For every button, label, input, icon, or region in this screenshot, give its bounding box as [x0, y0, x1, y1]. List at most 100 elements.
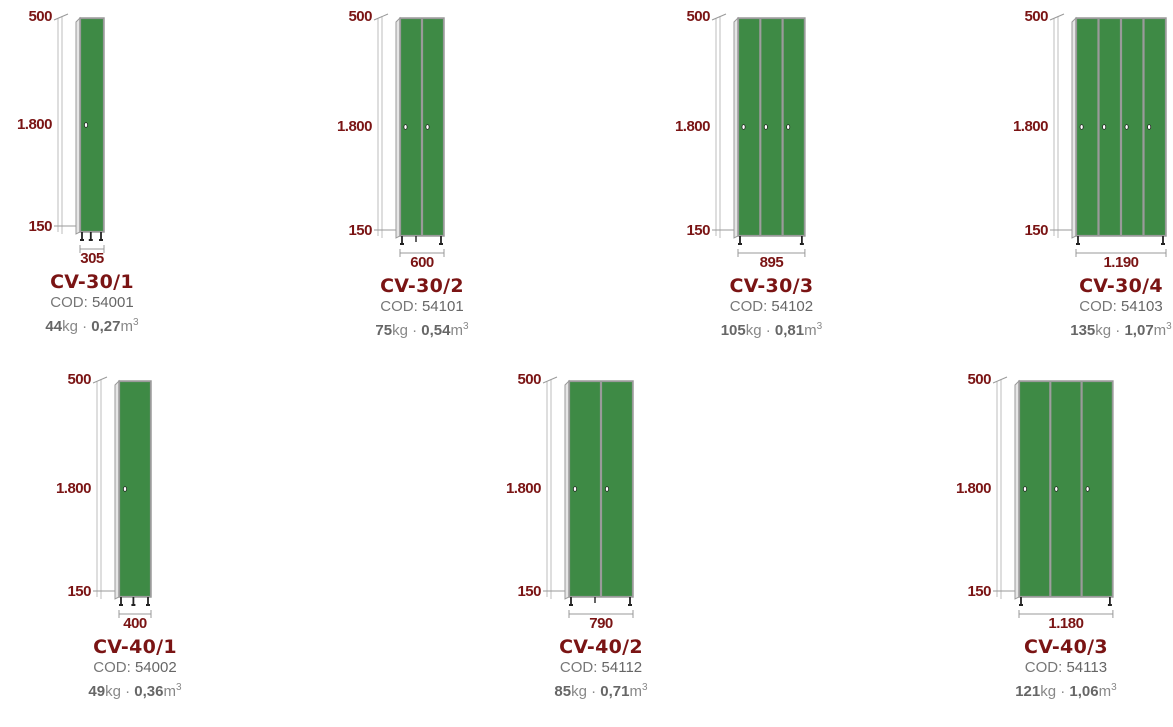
door-lock-icon — [1054, 486, 1059, 492]
volume-value: 1,06 — [1069, 683, 1099, 700]
dimension-height-label: 1.800 — [674, 118, 711, 135]
dimension-height-label: 1.800 — [1012, 118, 1049, 135]
volume-unit: m — [804, 322, 817, 339]
door-lock-icon — [741, 124, 746, 130]
separator: · — [586, 683, 601, 700]
door-lock-icon — [573, 486, 578, 492]
separator: · — [407, 322, 422, 339]
door-lock-icon — [123, 486, 128, 492]
dimension-height-label: 1.800 — [16, 116, 53, 133]
dimension-base-label: 150 — [28, 218, 52, 235]
dimension-width-label: 305 — [80, 250, 104, 267]
volume-value: 0,71 — [600, 683, 630, 700]
door-lock-icon — [786, 124, 791, 130]
locker-info: CV-30/1 COD: 54001 44kg · 0,27m3 — [0, 271, 192, 337]
door-lock-icon — [605, 486, 610, 492]
locker-foot — [439, 243, 443, 245]
locker-foot — [628, 604, 632, 606]
dimension-width-label: 600 — [410, 254, 434, 271]
code-value: 54103 — [1120, 298, 1163, 315]
locker-foot — [119, 604, 123, 606]
separator: · — [120, 683, 135, 700]
dimension-top-label: 500 — [686, 8, 710, 25]
locker-cv-30-1: 500 1.800 150 305 CV-30/1 COD: 54001 44k… — [0, 0, 200, 360]
locker-foot — [1107, 604, 1112, 606]
dimension-width-label: 400 — [123, 615, 147, 632]
weight-unit: kg — [571, 683, 587, 700]
locker-cv-30-4: 500 1.800 150 1.190 CV-30/4 COD: 54103 1… — [0, 0, 1173, 360]
code-prefix: COD: — [559, 659, 602, 676]
dimension-base-label: 150 — [517, 583, 541, 600]
door-lock-icon — [1023, 486, 1028, 492]
weight-value: 105 — [720, 322, 746, 339]
product-code: COD: 54101 — [322, 297, 522, 317]
door-lock-icon — [1102, 124, 1107, 130]
code-prefix: COD: — [729, 298, 772, 315]
dimension-base-label: 150 — [967, 583, 991, 600]
volume-exponent: 3 — [816, 321, 823, 332]
locker-drawing — [992, 376, 1114, 618]
locker-drawing — [373, 13, 445, 257]
code-prefix: COD: — [1079, 298, 1121, 315]
volume-exponent: 3 — [176, 682, 182, 693]
dimension-tick-top — [711, 13, 727, 21]
dimension-height-label: 1.800 — [336, 118, 373, 135]
locker-foot — [400, 243, 404, 245]
door-lock-icon — [403, 124, 408, 130]
model-name: CV-40/3 — [1024, 636, 1108, 658]
dimension-width-label: 790 — [589, 615, 613, 632]
dimension-top-label: 500 — [28, 8, 52, 25]
locker-foot — [88, 239, 93, 241]
weight-volume: 85kg · 0,71m3 — [501, 678, 701, 702]
weight-unit: kg — [1095, 322, 1112, 339]
door-lock-icon — [1147, 124, 1152, 130]
dimension-tick-top — [373, 13, 389, 21]
weight-value: 85 — [554, 683, 572, 700]
volume-value: 0,81 — [774, 322, 805, 339]
locker-drawing — [711, 13, 806, 257]
locker-frame — [118, 380, 152, 598]
product-code: COD: 54113 — [966, 658, 1166, 678]
product-code: COD: 54001 — [0, 293, 192, 313]
model-name: CV-30/4 — [1079, 275, 1163, 297]
locker-frame — [1075, 17, 1167, 237]
locker-drawing — [53, 13, 105, 253]
weight-value: 75 — [375, 322, 393, 339]
product-code: COD: 54102 — [671, 297, 871, 317]
volume-exponent: 3 — [642, 682, 648, 693]
dimension-tick-top — [92, 376, 108, 384]
dimension-base-label: 150 — [686, 222, 710, 239]
code-prefix: COD: — [50, 294, 92, 311]
dimension-base-label: 150 — [348, 222, 372, 239]
dimension-tick-top — [1049, 13, 1065, 21]
weight-unit: kg — [1040, 683, 1057, 700]
door-lock-icon — [425, 124, 430, 130]
locker-foot — [80, 239, 84, 241]
locker-frame — [737, 17, 806, 237]
door-lock-icon — [763, 124, 768, 130]
dimension-height-label: 1.800 — [505, 480, 542, 497]
dimension-top-label: 500 — [517, 371, 541, 388]
dimension-height-label: 1.800 — [55, 480, 92, 497]
model-name: CV-40/2 — [559, 636, 643, 658]
volume-exponent: 3 — [133, 317, 139, 328]
weight-volume: 135kg · 1,07m3 — [1021, 317, 1173, 341]
volume-unit: m — [450, 322, 464, 339]
code-value: 54002 — [134, 659, 177, 676]
weight-value: 121 — [1015, 683, 1041, 700]
separator: · — [1056, 683, 1070, 700]
locker-info: CV-30/3 COD: 54102 105kg · 0,81m3 — [671, 275, 871, 341]
volume-exponent: 3 — [463, 321, 469, 332]
dimension-width-label: 1.190 — [1103, 254, 1139, 271]
dimension-tick-top — [992, 376, 1008, 384]
locker-foot — [1019, 604, 1023, 606]
locker-cv-40-2: 500 1.800 150 790 CV-40/2 COD: 54112 85k… — [501, 371, 701, 702]
volume-value: 0,27 — [91, 318, 121, 335]
locker-foot — [738, 243, 742, 245]
locker-frame — [1018, 380, 1114, 598]
volume-exponent: 3 — [1111, 682, 1117, 693]
door-lock-icon — [84, 122, 89, 128]
separator: · — [1111, 322, 1125, 339]
dimension-tick-top — [542, 376, 558, 384]
